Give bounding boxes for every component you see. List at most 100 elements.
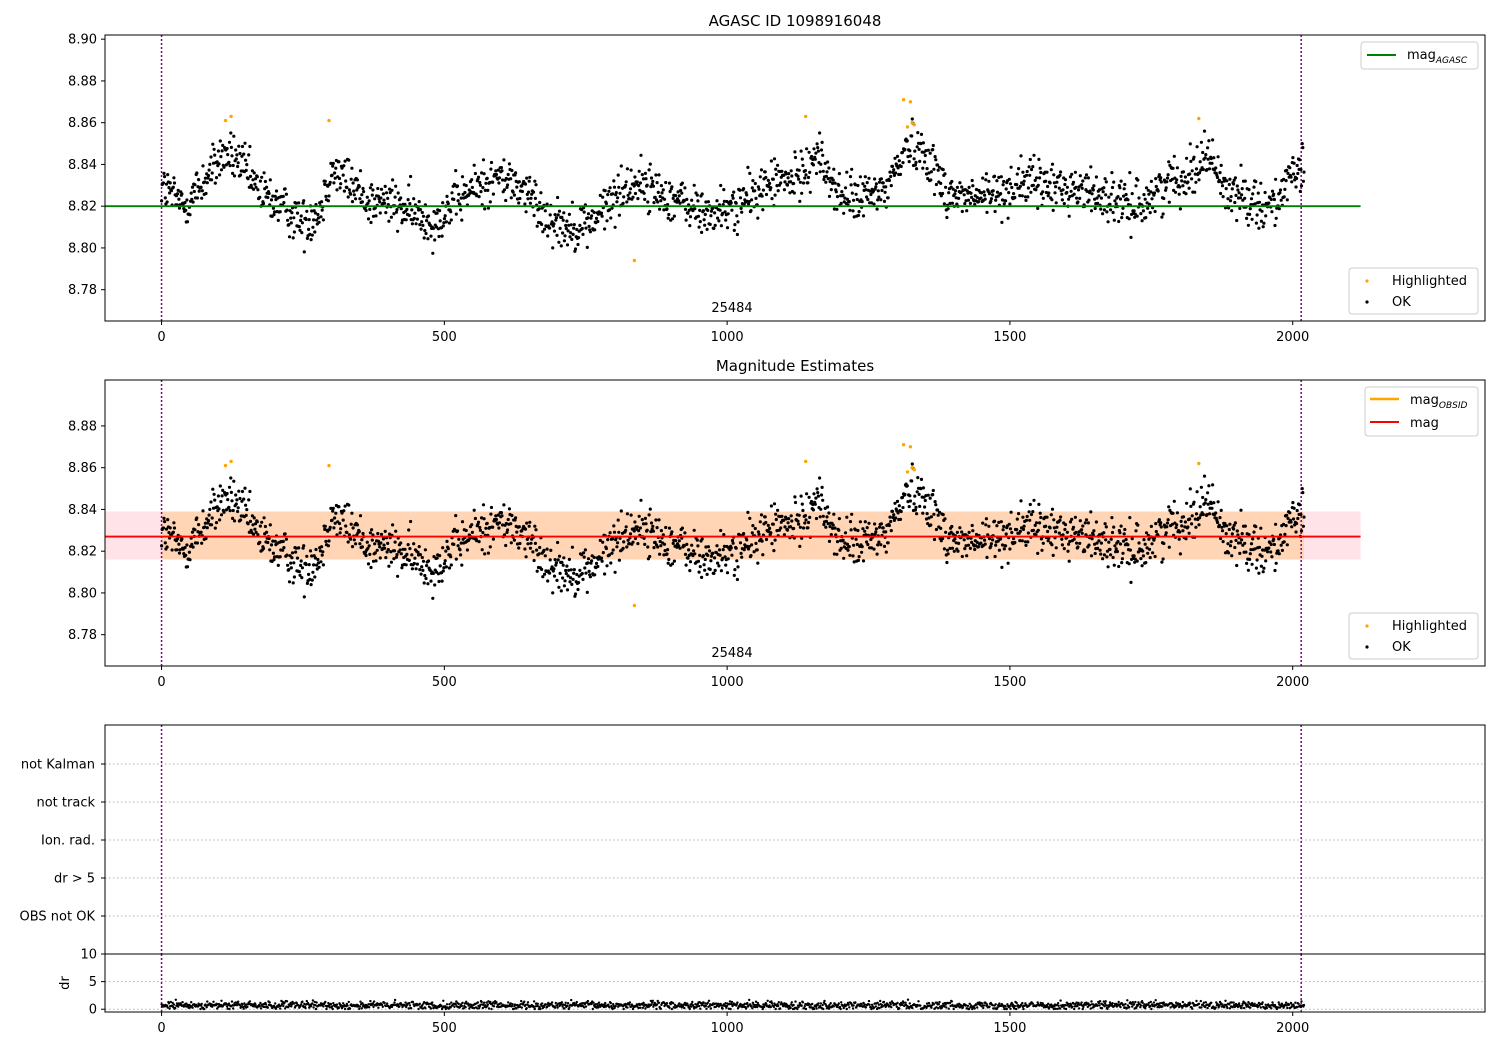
ok-point [799, 494, 803, 498]
ok-point [923, 498, 927, 503]
ok-point [284, 537, 288, 541]
ok-point [582, 210, 586, 214]
agasc-obsid-label: 25484 [711, 301, 752, 316]
ok-point [1092, 529, 1096, 533]
ok-point [252, 187, 256, 191]
ok-point [517, 180, 521, 184]
ok-point [1285, 198, 1289, 202]
dr-point [727, 1007, 730, 1010]
ok-point [1222, 179, 1226, 183]
ok-point [1025, 173, 1029, 177]
ok-point [1080, 528, 1084, 532]
ok-point [185, 565, 190, 569]
ok-point [1015, 517, 1019, 521]
dr-point [418, 1002, 421, 1005]
ok-point [730, 208, 734, 212]
ok-point [422, 236, 426, 240]
dr-point [563, 1003, 567, 1007]
ok-point [686, 211, 690, 215]
ok-point [1164, 186, 1168, 190]
ok-point [371, 559, 376, 563]
ok-point [1115, 549, 1119, 554]
ok-point [627, 196, 631, 201]
ok-point [188, 558, 192, 562]
ok-point [1167, 545, 1171, 549]
ok-point [1068, 539, 1072, 544]
dr-point [644, 1007, 647, 1010]
ok-point [555, 233, 559, 237]
ok-point [1154, 522, 1158, 526]
ok-point [775, 529, 779, 533]
ok-point [564, 223, 568, 228]
ok-point [295, 556, 300, 560]
ok-point [1006, 216, 1010, 220]
ok-point [191, 200, 195, 204]
ok-point [1162, 196, 1166, 201]
ok-point [1039, 170, 1043, 175]
ok-point [875, 207, 879, 211]
ok-point [172, 521, 176, 525]
ok-point [1103, 177, 1107, 181]
ok-point [1164, 531, 1168, 535]
dr-point [566, 1002, 570, 1005]
ok-point [331, 161, 335, 165]
ok-point [440, 579, 444, 583]
agasc-panel: AGASC ID 1098916048 8.788.808.828.848.86… [68, 12, 1486, 345]
ok-point [886, 196, 890, 200]
ok-point [713, 223, 717, 227]
ok-point [394, 210, 398, 214]
ok-point [1216, 500, 1220, 504]
ok-point [232, 519, 237, 523]
ok-point [355, 523, 359, 527]
ok-point [607, 553, 612, 557]
dr-point [878, 1007, 881, 1010]
x-tick-label: 1500 [993, 330, 1026, 345]
ok-point [410, 567, 414, 571]
ok-point [576, 587, 580, 592]
ok-point [1154, 177, 1158, 181]
ok-point [831, 178, 835, 182]
dr-point [609, 1001, 612, 1005]
ok-point [757, 187, 761, 191]
ok-point [166, 173, 170, 177]
ok-point [1201, 150, 1205, 155]
ok-point [209, 500, 213, 504]
ok-point [570, 237, 574, 241]
ok-point [1142, 193, 1146, 197]
ok-point [932, 167, 936, 171]
ok-point [208, 507, 212, 511]
ok-point [1012, 537, 1016, 541]
ok-point [486, 188, 490, 192]
ok-point [666, 561, 670, 565]
ok-point [816, 494, 821, 498]
ok-point [1270, 189, 1275, 193]
ok-point [759, 168, 764, 172]
ok-point [383, 546, 387, 550]
ok-point [651, 179, 655, 183]
ok-point [1095, 541, 1099, 545]
ok-point [865, 526, 869, 530]
ok-point [937, 510, 942, 514]
dr-point [708, 1005, 711, 1008]
ok-point [835, 195, 840, 199]
ok-point [837, 183, 841, 187]
ok-point [176, 192, 180, 196]
ok-point [877, 180, 882, 184]
ok-point [666, 548, 670, 552]
ok-point [534, 528, 538, 532]
dr-point [562, 1003, 565, 1006]
dr-point [724, 1002, 727, 1005]
ok-point [738, 188, 742, 192]
magnitude-legend-upper: magOBSID mag [1364, 386, 1479, 437]
ok-point [1128, 171, 1132, 175]
ok-point [304, 217, 308, 222]
ok-point [931, 488, 935, 493]
ok-point [1183, 525, 1187, 529]
ok-point [483, 552, 487, 556]
ok-point [926, 493, 930, 497]
ok-point [1015, 183, 1019, 187]
ok-point [431, 596, 435, 600]
ok-point [910, 117, 914, 121]
ok-point [973, 547, 977, 552]
ok-point [682, 199, 686, 203]
